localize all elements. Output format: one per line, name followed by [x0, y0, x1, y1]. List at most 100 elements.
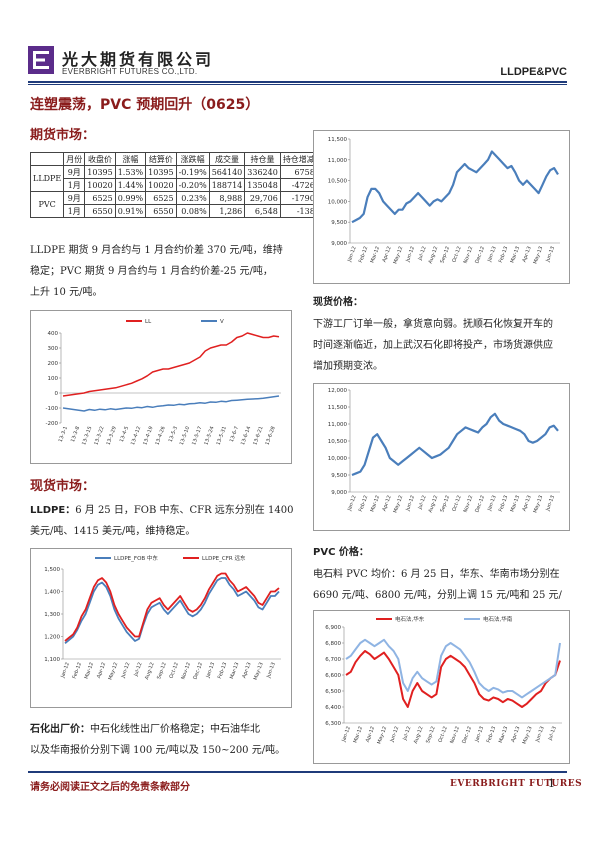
report-tag: LLDPE&PVC	[500, 66, 567, 78]
table-cell: 564140	[208, 165, 246, 179]
x-tick-label: 13-6-7	[229, 426, 240, 443]
y-tick-label: 6,600	[325, 673, 341, 679]
page-number: 1	[548, 777, 555, 790]
y-tick-label: 9,000	[331, 241, 347, 247]
x-tick-label: Mar-13	[229, 662, 241, 680]
legend-label: 电石法,华东	[395, 615, 425, 623]
x-tick-label: Jan-13	[205, 662, 216, 680]
lldpe-label: LLDPE：	[30, 505, 76, 516]
petro-line: 石化出厂价：中石化线性出厂价格稳定；中石油华北	[30, 719, 300, 740]
y-tick-label: 1,500	[44, 567, 60, 573]
x-tick-label: Apr-13	[521, 246, 532, 264]
x-tick-label: Apr-12	[365, 726, 376, 744]
table-cell: 6758	[279, 165, 318, 179]
table-header: 持仓增减	[279, 152, 318, 166]
table-header: 结算价	[145, 152, 177, 166]
petro-line-text: 中石化线性出厂价格稳定；中石油华北	[90, 724, 260, 735]
table-header-row: 月份 收盘价 涨幅 结算价 涨跌幅 成交量 持仓量 持仓增减	[29, 152, 318, 166]
futures-text-line: 上升 10 元/吨。	[30, 287, 103, 298]
x-tick-label: May-12	[376, 726, 388, 745]
x-tick-label: Apr-13	[241, 662, 252, 680]
y-tick-label: 12,000	[328, 388, 348, 394]
lldpe-futures-chart: 9,000 9,500 10,000 10,500 11,000 11,500 Jan-12…	[313, 130, 570, 284]
footer-divider	[28, 771, 567, 773]
petro-line: 以及华南报价分别下调 100 元/吨以及 150~200 元/吨。	[30, 745, 286, 756]
table-row: PVC 9月 6525 0.99% 6525 0.23% 8,988 29,70…	[29, 191, 318, 218]
x-tick-label: 13-5-24	[203, 426, 215, 446]
table-header-blank	[29, 152, 65, 166]
table-cell: 6525	[84, 191, 116, 205]
x-tick-label: 13-3-22	[93, 426, 105, 446]
legend-label: 电石法,华南	[483, 615, 513, 623]
table-cell: 10395	[145, 165, 177, 179]
x-tick-label: Jan-13	[474, 726, 485, 744]
table-header: 收盘价	[84, 152, 116, 166]
x-tick-label: Dec-12	[474, 495, 486, 514]
spot-price-text: 下游工厂订单一般，拿货意向弱。抚顺石化恢复开车的 时间逐渐临近，加上武汉石化即将…	[313, 314, 569, 377]
x-tick-label: May-12	[107, 662, 119, 681]
header-divider	[28, 81, 567, 83]
legend-label: LL	[145, 319, 152, 325]
x-tick-label: Nov-12	[180, 662, 192, 681]
x-tick-label: Apr-13	[521, 495, 532, 513]
x-tick-label: 13-3-15	[81, 426, 93, 446]
x-tick-label: Jan-13	[486, 246, 497, 264]
series-line	[64, 572, 280, 642]
table-cell: -1790	[279, 191, 318, 205]
x-tick-label: Jul-12	[417, 495, 428, 511]
x-tick-label: Dec-12	[461, 726, 473, 745]
futures-text: LLDPE 期货 9 月合约与 1 月合约价差 370 元/吨，维持 稳定；PV…	[30, 240, 298, 303]
x-tick-label: 13-3-29	[106, 426, 118, 446]
lldpe-spot-line: 美元/吨、1415 美元/吨，维持稳定。	[30, 526, 196, 537]
x-tick-label: Feb-13	[486, 726, 497, 744]
x-tick-label: Nov-12	[463, 246, 475, 265]
disclaimer-link[interactable]: 请务必阅读正文之后的免责条款部分	[30, 782, 190, 793]
x-tick-label: 13-3-1	[58, 426, 69, 443]
x-tick-label: Apr-12	[381, 246, 392, 264]
y-tick-label: -200	[46, 421, 59, 427]
spread-chart-svg: -200 -100 0 100 200 300 400 13-3-1 13-3-8 13-3-15…	[46, 319, 281, 446]
spot-price-line: 增加预期变浓。	[313, 361, 383, 372]
table-cell: 10395	[84, 165, 116, 179]
y-tick-label: 400	[48, 331, 59, 337]
x-tick-label: Sep-12	[425, 726, 437, 745]
table-header: 成交量	[208, 152, 246, 166]
x-tick-label: 13-6-14	[240, 426, 252, 446]
x-tick-label: Apr-12	[96, 662, 107, 680]
x-tick-label: Jan-12	[341, 726, 352, 744]
table-cell: 135048	[244, 178, 281, 192]
y-tick-label: 11,500	[328, 405, 348, 411]
table-header: 涨跌幅	[175, 152, 210, 166]
table-cell: 188714	[208, 178, 246, 192]
x-tick-label: 13-5-3	[168, 426, 179, 443]
x-tick-label: 13-4-19	[142, 426, 154, 446]
table-cell: 0.91%	[114, 204, 147, 218]
table-cell: -4726	[279, 178, 318, 192]
lldpe-spot-chart: 9,000 9,500 10,000 10,500 11,000 11,500 12,000…	[313, 383, 570, 531]
series-line	[62, 395, 280, 412]
x-tick-label: Mar-13	[498, 726, 510, 744]
x-tick-label: Oct-12	[437, 726, 448, 744]
y-tick-label: 9,000	[331, 490, 347, 496]
table-cell: 8,988	[208, 191, 246, 205]
lldpe-spot-line-text: 6 月 25 日，FOB 中东、CFR 远东分别在 1400	[75, 505, 294, 516]
y-tick-label: 6,300	[325, 721, 341, 727]
x-tick-label: Jun-12	[389, 726, 400, 744]
spot-price-heading: 现货价格：	[313, 297, 363, 308]
x-tick-label: Jan-12	[60, 662, 71, 680]
lldpe-spot-chart-svg: 9,000 9,500 10,000 10,500 11,000 11,500 12,000…	[328, 388, 560, 514]
spot-price-line: 时间逐渐临近，加上武汉石化即将投产，市场货源供应	[313, 340, 553, 351]
x-tick-label: 13-4-12	[130, 426, 142, 446]
y-tick-label: 300	[48, 346, 59, 352]
y-tick-label: 1,300	[44, 612, 60, 618]
x-tick-label: Jul-13	[547, 726, 558, 742]
x-tick-label: Jun-12	[405, 246, 416, 264]
x-tick-label: May-13	[522, 726, 534, 745]
x-tick-label: May-13	[253, 662, 265, 681]
y-tick-label: 10,000	[328, 199, 348, 205]
x-tick-label: Sep-12	[439, 495, 451, 514]
legend-label: V	[220, 319, 224, 325]
legend-label: LLDPE_FOB 中东	[114, 554, 158, 562]
legend-label: LLDPE_CFR 远东	[202, 554, 246, 562]
x-tick-label: Apr-13	[510, 726, 521, 744]
